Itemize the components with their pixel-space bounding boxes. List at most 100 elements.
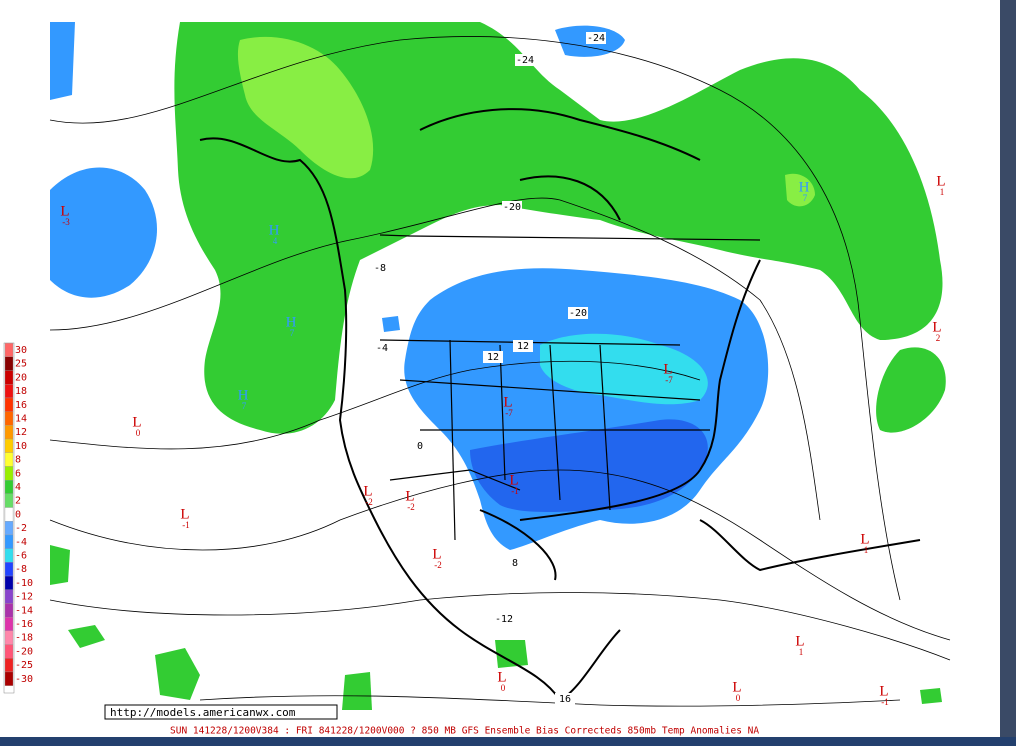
- pressure-center-value: 2: [936, 333, 941, 343]
- pressure-center-value: 1: [799, 647, 804, 657]
- legend-label: -30: [15, 674, 33, 685]
- pressure-center-value: 0: [501, 683, 506, 693]
- window-edge: [1000, 0, 1016, 746]
- legend-label: -2: [15, 523, 27, 534]
- legend-label: 12: [15, 427, 27, 438]
- legend-label: -18: [15, 633, 33, 644]
- pressure-center-letter: L: [405, 488, 414, 504]
- legend-swatch: [4, 575, 14, 590]
- pressure-center-letter: L: [503, 394, 512, 410]
- pressure-center-letter: L: [879, 683, 888, 699]
- contour-label-bg: [502, 201, 522, 213]
- pressure-center-letter: H: [799, 179, 810, 195]
- pressure-center-value: 1: [940, 187, 945, 197]
- contour-label: 16: [559, 694, 571, 705]
- legend-label: 6: [15, 468, 21, 479]
- legend-swatch: [4, 438, 14, 453]
- legend-swatch: [4, 671, 14, 686]
- contour-label: -20: [569, 308, 587, 319]
- legend-label: -6: [15, 551, 27, 562]
- pressure-center-value: -2: [434, 560, 442, 570]
- border: [379, 234, 761, 541]
- legend-swatch: [4, 466, 14, 481]
- pressure-center-letter: H: [286, 314, 297, 330]
- pressure-center-value: 7: [242, 401, 247, 411]
- legend-swatch: [4, 507, 14, 522]
- legend-label: 0: [15, 509, 21, 520]
- legend-label: -4: [15, 537, 27, 548]
- contour-label-bg: [372, 342, 392, 354]
- legend-label: 25: [15, 359, 27, 370]
- contour-label: -24: [516, 55, 534, 66]
- legend-label: 16: [15, 400, 27, 411]
- legend-swatch: [4, 356, 14, 371]
- pressure-center-value: 1: [864, 545, 869, 555]
- pressure-center-value: 7: [290, 328, 295, 338]
- legend-swatch: [4, 589, 14, 604]
- legend-swatch: [4, 521, 14, 536]
- contour-label-bg: [568, 307, 588, 319]
- pressure-center-letter: L: [860, 531, 869, 547]
- pressure-center-value: 0: [136, 428, 141, 438]
- legend-swatch: [4, 548, 14, 563]
- legend-swatch: [4, 617, 14, 632]
- contour-label: 8: [512, 558, 518, 569]
- pressure-center-letter: L: [432, 546, 441, 562]
- contour-label: -8: [374, 263, 386, 274]
- pressure-center-value: 0: [736, 693, 741, 703]
- legend-swatch: [4, 644, 14, 659]
- legend-label: -10: [15, 578, 33, 589]
- contour-label-bg: [410, 440, 430, 452]
- legend-swatch: [4, 658, 14, 673]
- pressure-center-value: -1: [881, 697, 889, 707]
- pressure-center-letter: H: [238, 387, 249, 403]
- contour-label-bg: [555, 693, 575, 705]
- contour-label-bg: [370, 262, 390, 274]
- legend-label: -16: [15, 619, 33, 630]
- legend-label: -8: [15, 564, 27, 575]
- contour-label-bg: [505, 557, 525, 569]
- legend-label: 20: [15, 372, 27, 383]
- pressure-center-value: -7: [505, 408, 513, 418]
- pressure-center-letter: L: [663, 361, 672, 377]
- pressure-center-letter: L: [180, 506, 189, 522]
- legend-swatch: [4, 411, 14, 426]
- pressure-center-value: -2: [365, 497, 373, 507]
- contour-label: -20: [503, 202, 521, 213]
- pressure-center-letter: L: [497, 669, 506, 685]
- pressure-center-value: -1: [182, 520, 190, 530]
- legend-swatch: [4, 562, 14, 577]
- legend-swatch: [4, 384, 14, 399]
- contour-label-bg: [515, 54, 535, 66]
- legend-label: 2: [15, 496, 21, 507]
- pressure-center-letter: H: [269, 222, 280, 238]
- pressure-center-value: -3: [62, 217, 70, 227]
- legend-swatch: [4, 493, 14, 508]
- contour-label: 12: [487, 352, 499, 363]
- legend-swatch: [4, 534, 14, 549]
- pressure-center-letter: L: [936, 173, 945, 189]
- legend-label: -20: [15, 646, 33, 657]
- warm-anomaly-core: [237, 36, 815, 207]
- legend-swatch: [4, 630, 14, 645]
- legend-label: 30: [15, 345, 27, 356]
- legend-label: 14: [15, 414, 27, 425]
- contour-label: 12: [517, 341, 529, 352]
- pressure-center-letter: L: [932, 319, 941, 335]
- legend-swatch: [4, 397, 14, 412]
- legend-label: 8: [15, 455, 21, 466]
- window-edge: [0, 737, 1016, 746]
- contour-label-bg: [586, 32, 606, 44]
- contour-label: -24: [587, 33, 605, 44]
- cold-anomaly-deep: [470, 419, 708, 513]
- legend-label: 10: [15, 441, 27, 452]
- pressure-center-letter: L: [363, 483, 372, 499]
- pressure-center-value: -7: [665, 375, 673, 385]
- pressure-center-value: -2: [407, 502, 415, 512]
- legend-label: -25: [15, 660, 33, 671]
- legend-label: 4: [15, 482, 21, 493]
- pressure-center-letter: L: [509, 472, 518, 488]
- contour-label: -12: [495, 614, 513, 625]
